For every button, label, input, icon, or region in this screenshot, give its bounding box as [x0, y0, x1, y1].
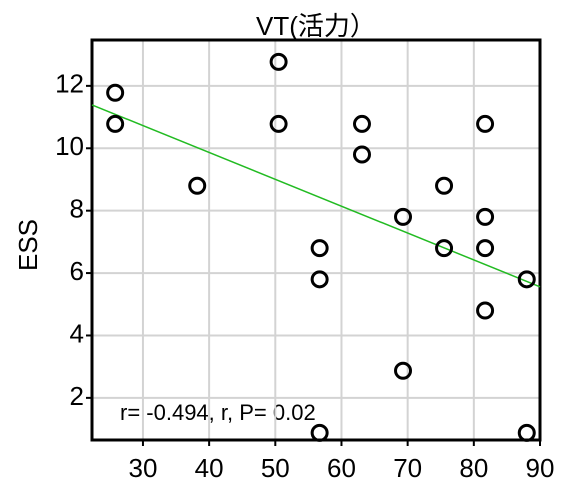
y-tick-label: 4	[70, 318, 84, 348]
y-tick-label: 10	[55, 131, 84, 161]
point	[476, 114, 495, 133]
x-tick-label: 50	[261, 453, 290, 483]
point	[106, 114, 125, 133]
point	[269, 114, 288, 133]
x-tick-label: 60	[327, 453, 356, 483]
point	[394, 207, 413, 226]
trend-line	[91, 104, 541, 288]
x-tick-label: 40	[195, 453, 224, 483]
point	[310, 423, 329, 442]
point	[517, 270, 536, 289]
y-tick-label: 12	[55, 69, 84, 99]
point	[517, 423, 536, 442]
point	[352, 114, 371, 133]
y-tick-label: 6	[70, 256, 84, 286]
chart-title: VT(活力）	[256, 11, 376, 41]
point	[394, 361, 413, 380]
y-tick-label: 8	[70, 194, 84, 224]
point	[310, 270, 329, 289]
point	[476, 207, 495, 226]
point	[106, 83, 125, 102]
point	[435, 176, 454, 195]
x-tick-label: 30	[128, 453, 157, 483]
y-axis-label: ESS	[13, 219, 43, 271]
point	[310, 239, 329, 258]
point	[476, 301, 495, 320]
point	[435, 239, 454, 258]
point	[269, 52, 288, 71]
point	[476, 239, 495, 258]
x-tick-label: 90	[526, 453, 555, 483]
x-tick-label: 70	[393, 453, 422, 483]
y-tick-label: 2	[70, 381, 84, 411]
point	[188, 176, 207, 195]
annotation: r= -0.494, r, P= 0.02	[120, 400, 316, 425]
point	[352, 145, 371, 164]
x-tick-label: 80	[459, 453, 488, 483]
